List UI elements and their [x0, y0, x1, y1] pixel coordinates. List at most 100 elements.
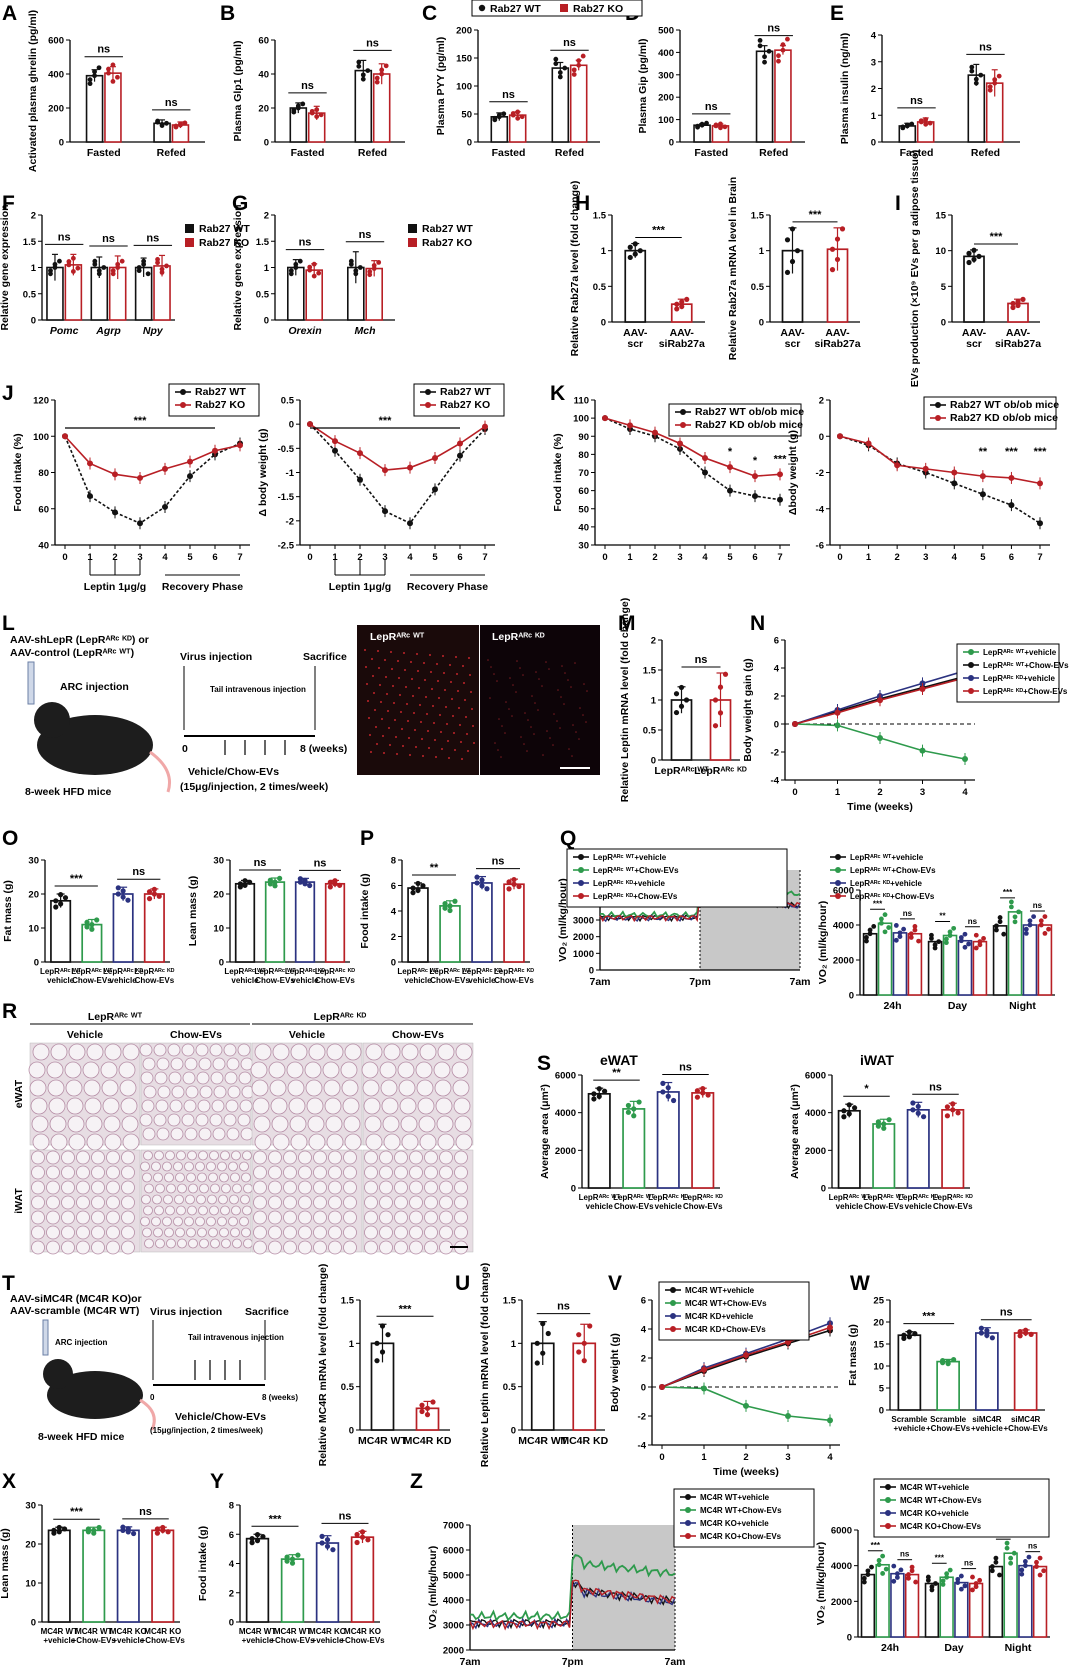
bar — [1007, 911, 1023, 996]
data-point — [973, 932, 979, 938]
data-point — [89, 922, 95, 928]
panel-label: P — [360, 827, 374, 850]
panel-label: J — [2, 382, 14, 405]
adipocyte — [283, 1210, 297, 1225]
x-tick-label: Refed — [759, 147, 788, 159]
data-point — [712, 723, 719, 729]
data-point — [861, 1579, 867, 1585]
data-point — [909, 121, 915, 127]
data-point — [944, 1571, 950, 1577]
y-tick-label: 0 — [467, 138, 472, 149]
data-point — [1037, 1572, 1043, 1578]
data-point — [882, 929, 888, 935]
data-point — [1022, 1563, 1028, 1569]
x-tick-label: 0 — [792, 787, 797, 798]
adipocyte — [106, 1210, 120, 1225]
data-point — [237, 881, 243, 887]
x-tick-line: vehicle — [110, 976, 138, 985]
data-point — [674, 306, 680, 312]
x-tick-label: 7am — [789, 976, 810, 988]
adipocyte — [199, 1085, 213, 1099]
x-tick-line: LepRᴬᴿᶜ ᴷᴰ — [285, 967, 326, 976]
y-axis-title: VO₂ (ml/kg/hour) — [815, 1542, 827, 1625]
adipocyte — [231, 1205, 241, 1216]
bar — [439, 905, 461, 963]
x-tick-line: +Chow-EVs — [340, 1636, 385, 1645]
sig-label: ns — [1028, 1542, 1038, 1551]
data-point — [891, 1578, 897, 1584]
y-tick-label: 15 — [873, 1340, 884, 1351]
x-tick-label: 1 — [835, 787, 841, 798]
adipocyte — [143, 1085, 157, 1099]
x-tick-label: Scramble +Chow-EVs — [926, 1415, 971, 1433]
legend-swatch-marker — [885, 1484, 891, 1490]
bar — [622, 1108, 646, 1189]
data-point — [159, 266, 165, 272]
data-point — [894, 462, 901, 469]
bar — [954, 1581, 969, 1638]
data-point — [141, 258, 147, 264]
data-point — [722, 124, 728, 130]
series-line — [604, 417, 781, 477]
adipocyte — [220, 1205, 230, 1216]
adipocyte — [253, 1240, 267, 1255]
adipocyte — [224, 1071, 238, 1085]
bar — [755, 50, 774, 143]
adipocyte — [164, 1227, 174, 1238]
x-tick-label: Fasted — [900, 147, 934, 159]
adipocyte — [221, 1238, 231, 1249]
data-point — [839, 226, 846, 232]
micrograph-speckle — [560, 696, 562, 698]
adipocyte — [121, 1115, 139, 1133]
adipocyte — [253, 1115, 271, 1133]
micrograph-speckle — [389, 744, 391, 746]
data-point — [1004, 1540, 1010, 1546]
micrograph-speckle — [375, 726, 377, 728]
adipocyte — [342, 1097, 360, 1115]
data-point — [576, 62, 582, 68]
sig-label: ** — [939, 912, 946, 921]
y-tick-label: -1.5 — [278, 492, 295, 503]
y-tick-label: 200 — [48, 104, 64, 115]
x-tick-label: LepRᴬᴿᶜ ᴷᴰ Chow-EVs — [134, 967, 175, 985]
adipocyte — [162, 1161, 172, 1172]
x-tick-line: vehicle — [468, 976, 496, 985]
data-point — [932, 942, 938, 948]
y-tick-label: 20 — [873, 1318, 884, 1329]
data-point — [670, 1097, 677, 1104]
y-tick-label: 0 — [651, 756, 656, 767]
data-point — [260, 1534, 266, 1540]
data-point — [915, 1110, 921, 1116]
x-tick-line: LepRᴬᴿᶜ ᵂᵀ — [579, 1193, 621, 1202]
data-point — [66, 259, 72, 264]
micrograph-speckle — [436, 663, 438, 665]
sig-label: *** — [873, 899, 883, 908]
data-point — [479, 883, 485, 889]
y-tick-label: 3000 — [573, 916, 594, 927]
legend-swatch-marker — [885, 1523, 891, 1529]
data-point — [318, 112, 324, 118]
bar — [471, 882, 493, 963]
adipocyte — [140, 1071, 154, 1085]
legend-label: Rab27 WT — [490, 3, 541, 15]
y-tick-label: 20 — [213, 890, 224, 901]
data-point — [87, 77, 93, 83]
data-point — [92, 258, 98, 264]
data-point — [906, 1575, 911, 1581]
data-point — [969, 68, 975, 74]
data-point — [410, 890, 416, 896]
data-point — [966, 941, 972, 947]
adipocyte — [313, 1210, 327, 1225]
legend-swatch-marker — [935, 415, 941, 421]
adipocyte — [242, 1150, 252, 1161]
legend-swatch — [185, 224, 194, 233]
data-point — [374, 75, 380, 81]
micrograph-image — [357, 625, 479, 775]
sig-label: * — [864, 1083, 869, 1095]
data-point — [379, 71, 385, 77]
data-point — [977, 939, 983, 945]
adipocyte — [364, 1115, 382, 1133]
data-point — [379, 1323, 386, 1329]
